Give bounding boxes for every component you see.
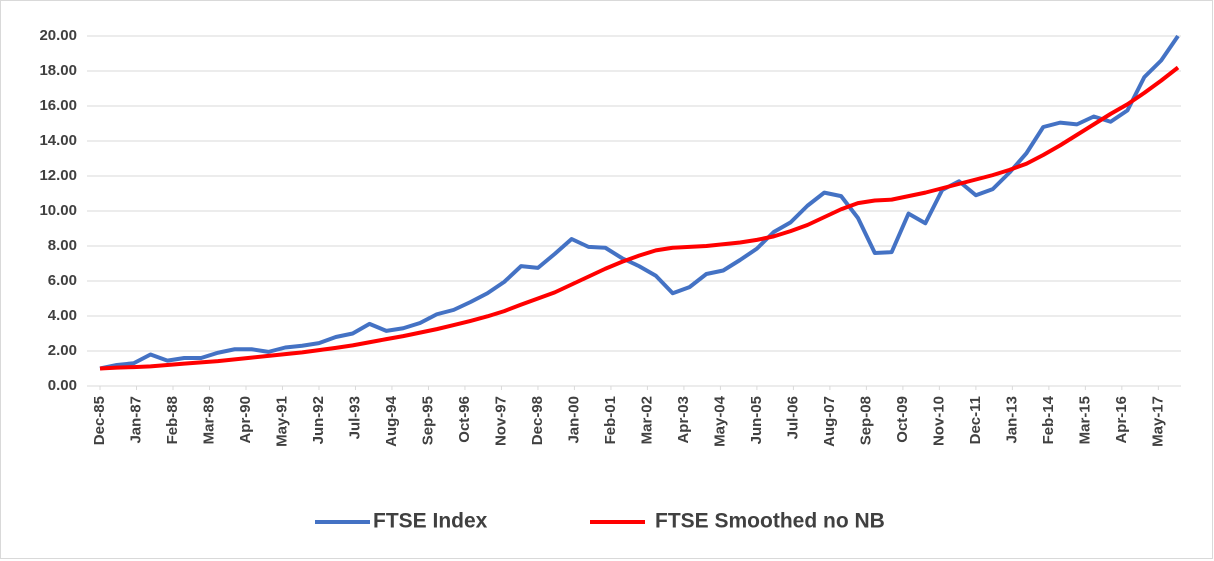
x-tick-label: Dec-85 <box>91 396 108 445</box>
line-series <box>99 65 1180 371</box>
x-tick-label: Jul-93 <box>346 396 363 439</box>
x-tick-label: Jan-87 <box>127 396 144 444</box>
x-tick-label: Feb-14 <box>1040 395 1057 444</box>
x-tick-label: Nov-10 <box>930 396 947 446</box>
x-tick-label: May-17 <box>1149 396 1166 447</box>
x-tick-label: Nov-97 <box>492 396 509 446</box>
x-tick-label: Mar-15 <box>1076 396 1093 444</box>
x-tick-label: Dec-98 <box>529 396 546 445</box>
legend-label: FTSE Smoothed no NB <box>655 510 885 533</box>
x-tick-label: Apr-03 <box>675 396 692 444</box>
x-tick-label: Apr-90 <box>237 396 254 444</box>
x-tick-label: Feb-01 <box>602 396 619 444</box>
y-tick-label: 6.00 <box>48 272 77 289</box>
x-tick-label: Sep-95 <box>419 396 436 445</box>
x-tick-label: Aug-94 <box>383 395 400 446</box>
x-tick-label: Jan-13 <box>1003 396 1020 444</box>
x-tick-label: Jul-06 <box>784 396 801 439</box>
x-tick-label: Mar-02 <box>638 396 655 444</box>
x-tick-label: Jun-05 <box>748 396 765 444</box>
x-tick-label: Sep-08 <box>857 396 874 445</box>
x-tick-label: Oct-96 <box>456 396 473 443</box>
y-tick-label: 12.00 <box>39 167 77 184</box>
y-tick-label: 20.00 <box>39 27 77 44</box>
x-tick-label: May-04 <box>711 395 728 447</box>
x-tick-label: Jun-92 <box>310 396 327 444</box>
line-series <box>99 34 1180 371</box>
y-tick-label: 4.00 <box>48 307 77 324</box>
x-tick-label: Oct-09 <box>894 396 911 443</box>
y-tick-label: 10.00 <box>39 202 77 219</box>
y-tick-label: 8.00 <box>48 237 77 254</box>
legend-label: FTSE Index <box>373 510 488 533</box>
x-tick-label: Dec-11 <box>967 396 984 444</box>
y-tick-label: 18.00 <box>39 62 77 79</box>
x-tick-label: Jan-00 <box>565 396 582 444</box>
x-tick-label: Apr-16 <box>1113 396 1130 444</box>
x-tick-label: Mar-89 <box>200 396 217 444</box>
x-tick-label: Aug-07 <box>821 396 838 447</box>
y-tick-label: 16.00 <box>39 97 77 114</box>
y-tick-label: 2.00 <box>48 342 77 359</box>
x-tick-label: Feb-88 <box>164 396 181 444</box>
y-tick-label: 14.00 <box>39 132 77 149</box>
y-tick-label: 0.00 <box>48 377 77 394</box>
x-tick-label: May-91 <box>273 396 290 447</box>
